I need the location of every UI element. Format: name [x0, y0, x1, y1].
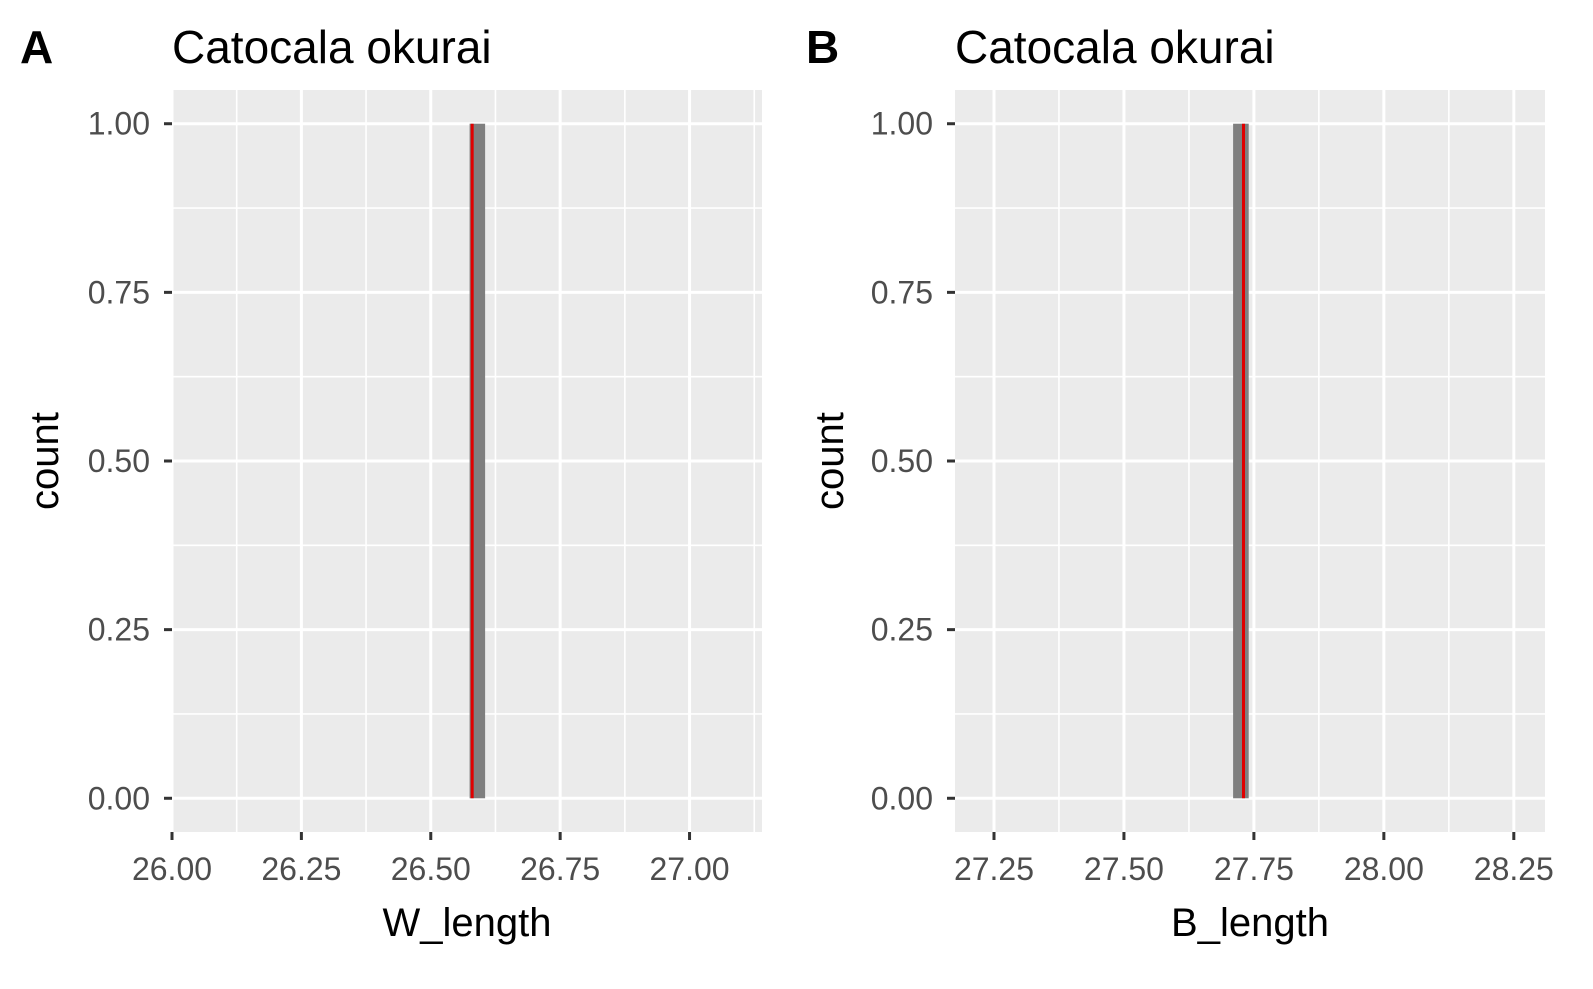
x-tick-label: 27.50	[1084, 851, 1164, 887]
y-tick-label: 0.25	[88, 612, 150, 648]
y-axis-title: count	[808, 412, 852, 510]
x-tick-label: 28.00	[1344, 851, 1424, 887]
panel-title: Catocala okurai	[172, 21, 492, 73]
panel-tag: A	[20, 21, 53, 73]
x-tick-label: 27.75	[1214, 851, 1294, 887]
x-tick-label: 27.25	[954, 851, 1034, 887]
x-tick-label: 26.75	[520, 851, 600, 887]
x-tick-label: 26.50	[391, 851, 471, 887]
y-tick-label: 1.00	[871, 106, 933, 142]
y-tick-label: 1.00	[88, 106, 150, 142]
panel-A: 0.00 0.25 0.50 0.75 1.00 26.00 26.25 26.50 26.75…	[20, 21, 762, 945]
y-tick-label: 0.50	[871, 443, 933, 479]
y-tick-label: 0.00	[88, 780, 150, 816]
panel-tag: B	[806, 21, 839, 73]
y-tick-label: 0.75	[88, 274, 150, 310]
x-tick-label: 27.00	[650, 851, 730, 887]
panel-title: Catocala okurai	[955, 21, 1275, 73]
y-tick-label: 0.75	[871, 274, 933, 310]
histogram-bar	[1233, 123, 1249, 799]
y-tick-label: 0.50	[88, 443, 150, 479]
x-tick-label: 26.25	[261, 851, 341, 887]
x-tick-label: 26.00	[132, 851, 212, 887]
y-axis-title: count	[23, 412, 67, 510]
panel-B: 0.00 0.25 0.50 0.75 1.00 27.25 27.50 27.75 28.00…	[806, 21, 1554, 945]
x-axis-title: B_length	[1171, 901, 1329, 945]
x-axis-title: W_length	[383, 901, 552, 945]
y-tick-label: 0.00	[871, 780, 933, 816]
y-tick-label: 0.25	[871, 612, 933, 648]
x-tick-label: 28.25	[1474, 851, 1554, 887]
